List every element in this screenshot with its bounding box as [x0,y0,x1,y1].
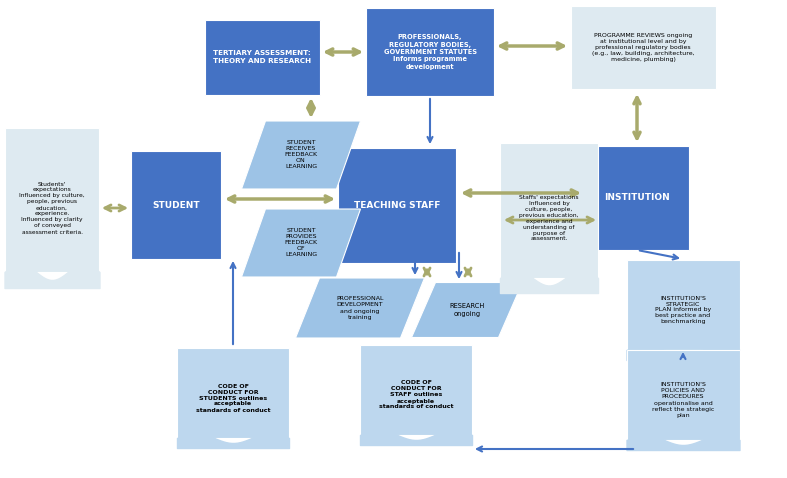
FancyBboxPatch shape [626,350,740,440]
FancyBboxPatch shape [131,151,221,259]
FancyBboxPatch shape [205,20,320,95]
Text: RESEARCH
ongoing: RESEARCH ongoing [449,304,485,316]
Text: Staffs' expectations
Influenced by
culture, people,
previous education,
experien: Staffs' expectations Influenced by cultu… [519,195,578,241]
Polygon shape [242,209,360,277]
FancyBboxPatch shape [500,143,598,278]
Text: STUDENT
PROVIDES
FEEDBACK
OF
LEARNING: STUDENT PROVIDES FEEDBACK OF LEARNING [284,228,318,258]
Polygon shape [412,282,523,337]
FancyBboxPatch shape [586,145,689,250]
Text: PROGRAMME REVIEWS ongoing
at institutional level and by
professional regulatory : PROGRAMME REVIEWS ongoing at institution… [592,33,694,62]
Text: INSTITUTION'S
POLICIES AND
PROCEDURES
operationalise and
reflect the strategic
p: INSTITUTION'S POLICIES AND PROCEDURES op… [652,382,714,417]
FancyBboxPatch shape [5,128,99,272]
Polygon shape [242,121,360,189]
FancyBboxPatch shape [177,348,289,438]
FancyBboxPatch shape [366,8,494,96]
Text: STUDENT: STUDENT [152,200,200,209]
FancyBboxPatch shape [338,148,456,262]
Text: CODE OF
CONDUCT FOR
STUDENTS outlines
acceptable
standards of conduct: CODE OF CONDUCT FOR STUDENTS outlines ac… [196,383,270,413]
FancyBboxPatch shape [571,6,715,88]
Text: TERTIARY ASSESSMENT:
THEORY AND RESEARCH: TERTIARY ASSESSMENT: THEORY AND RESEARCH [213,50,311,64]
Text: PROFESSIONALS,
REGULATORY BODIES,
GOVERNMENT STATUTES
Informs programme
developm: PROFESSIONALS, REGULATORY BODIES, GOVERN… [383,34,476,69]
Text: STUDENT
RECEIVES
FEEDBACK
ON
LEARNING: STUDENT RECEIVES FEEDBACK ON LEARNING [284,141,318,170]
Text: INSTITUTION: INSTITUTION [604,194,670,203]
Polygon shape [295,278,424,338]
Text: INSTITUTION'S
STRATEGIC
PLAN informed by
best practice and
benchmarking: INSTITUTION'S STRATEGIC PLAN informed by… [655,295,711,325]
FancyBboxPatch shape [360,345,472,435]
Text: Students'
expectations
Influenced by culture,
people, previous
education,
experi: Students' expectations Influenced by cul… [19,182,85,235]
FancyBboxPatch shape [626,260,740,350]
Text: PROFESSIONAL
DEVELOPMENT
and ongoing
training: PROFESSIONAL DEVELOPMENT and ongoing tra… [336,296,384,319]
Text: TEACHING STAFF: TEACHING STAFF [354,200,440,209]
Text: CODE OF
CONDUCT FOR
STAFF outlines
acceptable
standards of conduct: CODE OF CONDUCT FOR STAFF outlines accep… [379,380,453,410]
